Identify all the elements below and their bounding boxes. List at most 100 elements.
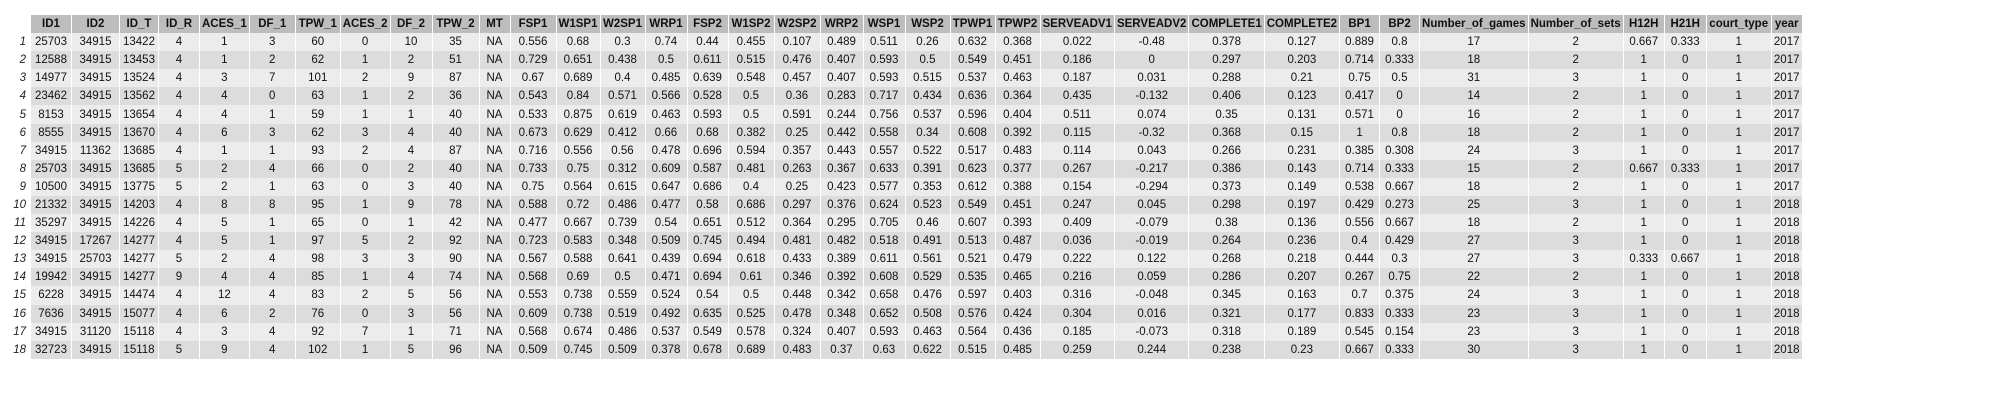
table-cell: 0.485 xyxy=(645,69,688,88)
table-cell: 2018 xyxy=(1771,286,1803,305)
table-cell: 17267 xyxy=(72,232,120,251)
table-row: 2 12588 34915 13453 4 1 2 62 1 2 51 NA 0.729 0.651 0.4… xyxy=(0,51,1803,70)
table-cell: 0.342 xyxy=(820,286,864,305)
table-cell: 0.629 xyxy=(556,123,601,142)
table-cell: 0.357 xyxy=(774,141,821,160)
table-cell: 0.346 xyxy=(774,268,821,287)
table-cell: 0.674 xyxy=(556,322,601,341)
table-cell: 0.288 xyxy=(1189,69,1265,88)
table-cell: 0.615 xyxy=(600,177,646,196)
table-cell: 3 xyxy=(1528,322,1624,341)
table-cell: 0.297 xyxy=(774,195,821,215)
table-cell: 0.568 xyxy=(510,322,557,341)
table-cell: 4 xyxy=(249,322,296,341)
table-cell: 0.163 xyxy=(1264,286,1341,305)
table-cell: 3 xyxy=(1528,69,1624,88)
table-cell: 4 xyxy=(390,268,433,287)
table-cell: 14277 xyxy=(120,268,159,287)
table-cell: 5 xyxy=(159,177,200,196)
column-header: ACES_2 xyxy=(340,15,391,34)
column-header: ID2 xyxy=(72,15,120,34)
table-cell: 4 xyxy=(249,250,296,269)
table-cell: 0.632 xyxy=(950,33,996,52)
table-cell: 0.633 xyxy=(863,159,906,178)
table-cell: 1 xyxy=(1706,123,1772,142)
table-cell: 0.667 xyxy=(1380,177,1421,196)
table-cell: 0.448 xyxy=(774,286,821,305)
table-cell: NA xyxy=(479,250,511,269)
table-cell: 2 xyxy=(340,286,391,305)
table-cell: 87 xyxy=(432,141,480,160)
table-cell: 0.556 xyxy=(510,33,557,52)
table-cell: 0.367 xyxy=(820,159,864,178)
table-cell: 18 xyxy=(1420,214,1529,233)
table-cell: 21332 xyxy=(31,195,72,215)
table-cell: 5 xyxy=(200,214,250,233)
data-table: ID1 ID2 ID_T ID_R ACES_1 DF_1 TPW_1 ACES_2 DF_2 T… xyxy=(0,15,1803,359)
table-row: 17 34915 31120 15118 4 3 4 92 7 1 71 NA 0.568 0.674 0.… xyxy=(0,322,1803,341)
table-cell: 0.596 xyxy=(950,105,996,124)
table-cell: 0.519 xyxy=(600,304,646,323)
table-cell: 25703 xyxy=(31,159,72,178)
table-body: 1 25703 34915 13422 4 1 3 60 0 10 35 NA 0.556 0.68 0.3… xyxy=(0,33,1803,359)
table-cell: 0.609 xyxy=(510,304,557,323)
table-cell: 93 xyxy=(295,141,341,160)
table-cell: 0.641 xyxy=(600,250,646,269)
table-cell: 2 xyxy=(340,69,391,88)
table-cell: 34915 xyxy=(31,141,72,160)
table-cell: 0.549 xyxy=(687,322,729,341)
table-cell: 0.74 xyxy=(645,33,688,52)
table-cell: 0.623 xyxy=(950,159,996,178)
table-cell: 3 xyxy=(340,123,391,142)
row-number: 7 xyxy=(0,141,31,160)
table-cell: 0.259 xyxy=(1040,340,1115,359)
table-cell: 0.564 xyxy=(556,177,601,196)
table-cell: 0.476 xyxy=(774,51,821,70)
table-cell: 0.123 xyxy=(1264,87,1341,106)
table-cell: 3 xyxy=(200,322,250,341)
table-cell: 0.66 xyxy=(645,123,688,142)
column-header: DF_2 xyxy=(390,15,433,34)
table-cell: 0.404 xyxy=(995,105,1041,124)
table-cell: 0.247 xyxy=(1040,195,1115,215)
table-cell: 0.733 xyxy=(510,159,557,178)
table-cell: 0.694 xyxy=(687,250,729,269)
table-cell: 0.44 xyxy=(687,33,729,52)
table-cell: 0.723 xyxy=(510,232,557,251)
table-cell: 0.513 xyxy=(950,232,996,251)
table-cell: 0.391 xyxy=(905,159,951,178)
table-cell: 0.203 xyxy=(1264,51,1341,70)
table-cell: -0.217 xyxy=(1114,159,1190,178)
table-cell: 0.429 xyxy=(1340,195,1381,215)
table-row: 11 35297 34915 14226 4 5 1 65 0 1 42 NA 0.477 0.667 0.… xyxy=(0,214,1803,233)
table-cell: 0.608 xyxy=(950,123,996,142)
table-cell: 1 xyxy=(200,33,250,52)
table-cell: NA xyxy=(479,159,511,178)
table-cell: 0.35 xyxy=(1189,105,1265,124)
table-cell: 1 xyxy=(1340,123,1381,142)
table-cell: 0.434 xyxy=(905,87,951,106)
table-cell: 3 xyxy=(1528,286,1624,305)
table-cell: 1 xyxy=(1623,340,1665,359)
table-cell: 0.511 xyxy=(1040,105,1115,124)
table-cell: 0.58 xyxy=(687,195,729,215)
table-cell: 0.185 xyxy=(1040,322,1115,341)
table-cell: 24 xyxy=(1420,141,1529,160)
table-cell: 0.216 xyxy=(1040,268,1115,287)
table-cell: 0.059 xyxy=(1114,268,1190,287)
table-cell: 2018 xyxy=(1771,322,1803,341)
table-cell: 15118 xyxy=(120,340,159,359)
data-table-container: ID1 ID2 ID_T ID_R ACES_1 DF_1 TPW_1 ACES_2 DF_2 T… xyxy=(0,15,1803,359)
table-cell: 0.594 xyxy=(728,141,775,160)
table-cell: 5 xyxy=(340,232,391,251)
table-cell: 0.609 xyxy=(645,159,688,178)
table-cell: 7636 xyxy=(31,304,72,323)
table-cell: 0.889 xyxy=(1340,33,1381,52)
table-cell: 0.389 xyxy=(820,250,864,269)
table-cell: 0.553 xyxy=(510,286,557,305)
table-cell: 59 xyxy=(295,105,341,124)
column-header: WRP2 xyxy=(820,15,864,34)
table-cell: 0.115 xyxy=(1040,123,1115,142)
table-cell: 0.524 xyxy=(645,286,688,305)
table-cell: 1 xyxy=(1706,250,1772,269)
